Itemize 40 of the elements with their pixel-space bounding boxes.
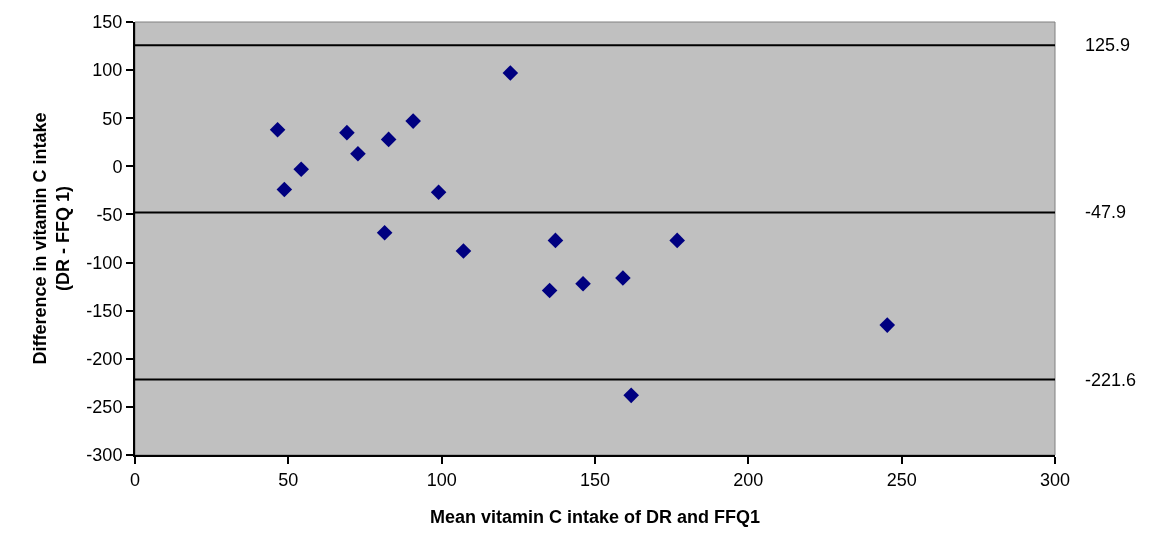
point — [615, 270, 631, 286]
y-tick-label: -300 — [86, 445, 123, 466]
y-axis-title: Difference in vitamin C intake (DR - FFQ 1) — [29, 112, 74, 365]
point — [547, 232, 564, 249]
ref-line-label: -221.6 — [1085, 370, 1137, 390]
y-tick-label: -150 — [86, 300, 123, 321]
point — [430, 184, 447, 201]
point — [293, 161, 310, 178]
y-tick-label: 100 — [92, 60, 123, 81]
x-tick-label: 50 — [278, 469, 299, 490]
ref-line-label: 125.9 — [1085, 35, 1131, 55]
point — [669, 232, 685, 249]
y-tick-label: 0 — [112, 156, 123, 177]
x-tick-label: 300 — [1039, 469, 1071, 490]
point — [541, 282, 558, 299]
point — [380, 131, 397, 148]
point — [339, 124, 355, 141]
point — [350, 146, 366, 162]
x-tick-label: 100 — [426, 469, 457, 490]
x-tick-label: 0 — [129, 469, 141, 490]
y-tick-label: 150 — [92, 12, 123, 33]
point — [276, 181, 293, 198]
point — [269, 121, 286, 138]
y-tick-label: -250 — [86, 397, 123, 418]
y-tick-label: -100 — [86, 252, 123, 273]
x-tick-label: 200 — [733, 469, 764, 490]
point — [405, 113, 421, 129]
point — [575, 275, 591, 292]
y-tick-label: -200 — [86, 349, 123, 370]
x-tick-label: 150 — [579, 469, 611, 490]
point — [879, 317, 896, 333]
point — [502, 65, 519, 81]
y-tick-label: -50 — [96, 204, 123, 225]
x-tick-label: 250 — [886, 469, 917, 490]
y-tick-label: 50 — [102, 108, 123, 129]
point — [455, 243, 472, 259]
point — [623, 387, 639, 404]
ref-line-label: -47.9 — [1085, 202, 1127, 222]
x-axis-title: Mean vitamin C intake of DR and FFQ1 — [429, 507, 761, 528]
point — [376, 224, 393, 241]
